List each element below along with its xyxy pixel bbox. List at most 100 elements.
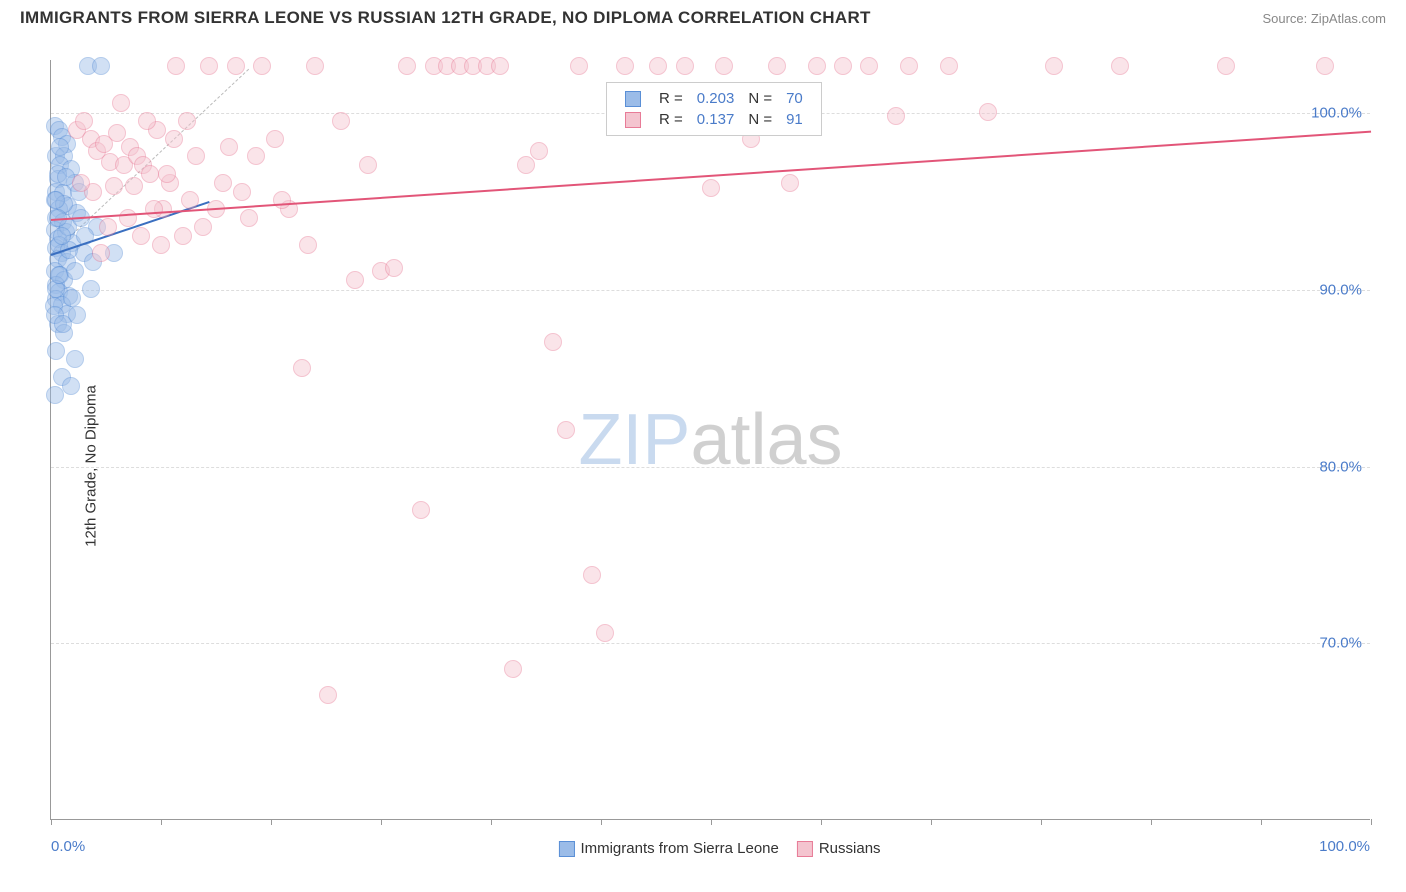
xtick — [1371, 819, 1372, 825]
data-point — [47, 191, 65, 209]
data-point — [54, 315, 72, 333]
data-point — [332, 112, 350, 130]
data-point — [306, 57, 324, 75]
data-point — [557, 421, 575, 439]
legend-series-label: Russians — [819, 840, 881, 857]
data-point — [583, 566, 601, 584]
data-point — [178, 112, 196, 130]
data-point — [616, 57, 634, 75]
xtick — [1261, 819, 1262, 825]
data-point — [63, 289, 81, 307]
data-point — [887, 107, 905, 125]
legend-n-value: 70 — [780, 89, 809, 108]
data-point — [200, 57, 218, 75]
xtick — [1041, 819, 1042, 825]
data-point — [233, 183, 251, 201]
ytick-label: 100.0% — [1311, 105, 1362, 122]
data-point — [50, 266, 68, 284]
legend-r-value: 0.203 — [691, 89, 741, 108]
data-point — [412, 501, 430, 519]
data-point — [517, 156, 535, 174]
ytick-label: 80.0% — [1319, 458, 1362, 475]
xtick — [601, 819, 602, 825]
data-point — [92, 244, 110, 262]
legend-swatch — [625, 91, 641, 107]
xtick-label-max: 100.0% — [1319, 838, 1370, 855]
data-point — [253, 57, 271, 75]
data-point — [702, 179, 720, 197]
data-point — [808, 57, 826, 75]
data-point — [1111, 57, 1129, 75]
data-point — [768, 57, 786, 75]
data-point — [834, 57, 852, 75]
xtick — [381, 819, 382, 825]
gridline — [51, 467, 1370, 468]
legend-n-value: 91 — [780, 110, 809, 129]
data-point — [47, 342, 65, 360]
data-point — [530, 142, 548, 160]
xtick — [931, 819, 932, 825]
data-point — [187, 147, 205, 165]
data-point — [715, 57, 733, 75]
legend-r-label: R = — [653, 89, 689, 108]
xtick — [51, 819, 52, 825]
data-point — [214, 174, 232, 192]
legend-swatch — [558, 841, 574, 857]
data-point — [174, 227, 192, 245]
legend-series-label: Immigrants from Sierra Leone — [580, 840, 778, 857]
data-point — [979, 103, 997, 121]
data-point — [141, 165, 159, 183]
data-point — [138, 112, 156, 130]
legend-r-label: R = — [653, 110, 689, 129]
data-point — [1045, 57, 1063, 75]
data-point — [194, 218, 212, 236]
data-point — [293, 359, 311, 377]
legend-swatch — [625, 112, 641, 128]
data-point — [398, 57, 416, 75]
chart-container: 12th Grade, No Diploma ZIPatlas 70.0%80.… — [0, 40, 1406, 892]
data-point — [220, 138, 238, 156]
data-point — [53, 227, 71, 245]
xtick — [821, 819, 822, 825]
data-point — [247, 147, 265, 165]
source-attribution: Source: ZipAtlas.com — [1262, 11, 1386, 26]
xtick — [1151, 819, 1152, 825]
legend-swatch — [797, 841, 813, 857]
data-point — [51, 138, 69, 156]
xtick — [161, 819, 162, 825]
data-point — [181, 191, 199, 209]
data-point — [649, 57, 667, 75]
data-point — [145, 200, 163, 218]
data-point — [132, 227, 150, 245]
regression-line — [51, 131, 1371, 221]
data-point — [385, 259, 403, 277]
data-point — [62, 377, 80, 395]
ytick-label: 70.0% — [1319, 635, 1362, 652]
data-point — [99, 218, 117, 236]
gridline — [51, 643, 1370, 644]
data-point — [240, 209, 258, 227]
data-point — [158, 165, 176, 183]
data-point — [940, 57, 958, 75]
data-point — [112, 94, 130, 112]
data-point — [299, 236, 317, 254]
chart-title: IMMIGRANTS FROM SIERRA LEONE VS RUSSIAN … — [20, 8, 871, 28]
xtick — [271, 819, 272, 825]
data-point — [165, 130, 183, 148]
data-point — [1316, 57, 1334, 75]
data-point — [781, 174, 799, 192]
data-point — [66, 350, 84, 368]
data-point — [125, 177, 143, 195]
data-point — [544, 333, 562, 351]
data-point — [75, 112, 93, 130]
watermark: ZIPatlas — [578, 399, 842, 481]
data-point — [860, 57, 878, 75]
xtick — [491, 819, 492, 825]
data-point — [266, 130, 284, 148]
xtick — [711, 819, 712, 825]
watermark-zip: ZIP — [578, 400, 690, 480]
gridline — [51, 290, 1370, 291]
data-point — [359, 156, 377, 174]
data-point — [346, 271, 364, 289]
data-point — [570, 57, 588, 75]
